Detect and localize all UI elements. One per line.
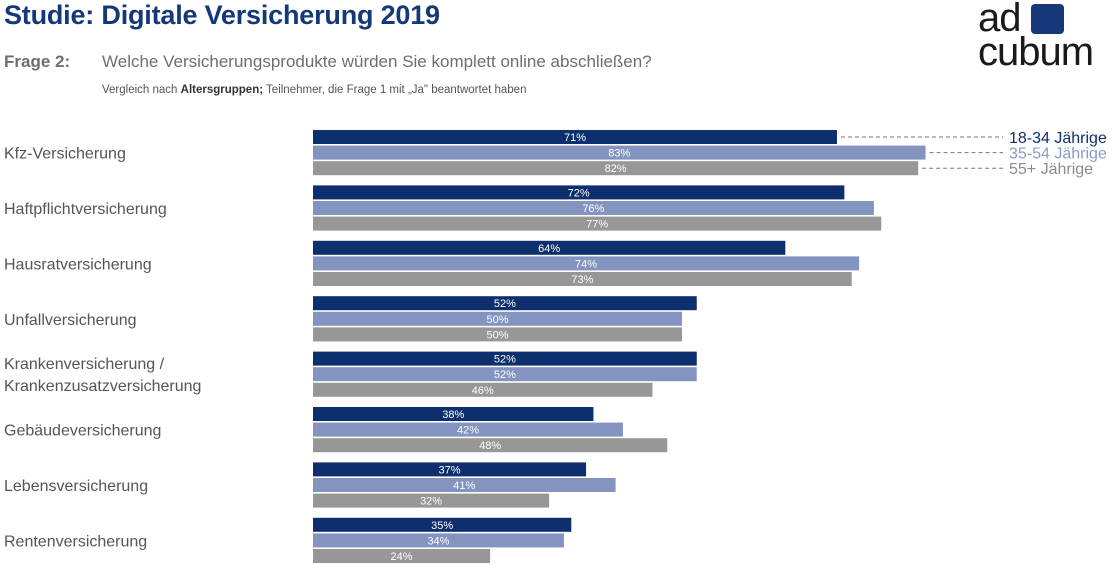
- category-label: Gebäudeversicherung: [4, 423, 161, 440]
- bar-value-label: 71%: [564, 132, 586, 144]
- bar-value-label: 52%: [494, 354, 516, 366]
- bar-value-label: 24%: [391, 551, 413, 563]
- logo-text-line1: ad: [978, 0, 1021, 40]
- bar: [313, 407, 594, 421]
- legend-item: 18-34 Jährige: [1009, 130, 1107, 147]
- bar-value-label: 46%: [472, 385, 494, 397]
- bar-value-label: 41%: [453, 480, 475, 492]
- logo-text-line2: cubum: [978, 30, 1094, 74]
- bar: [313, 216, 882, 231]
- bar: [313, 382, 653, 397]
- bar-value-label: 76%: [582, 203, 604, 215]
- bar-value-label: 34%: [427, 535, 449, 547]
- bar: [313, 145, 926, 160]
- bar-value-label: 74%: [575, 258, 597, 270]
- bar-value-label: 82%: [605, 163, 627, 175]
- legend-item: 55+ Jährige: [1009, 161, 1093, 178]
- bar-value-label: 37%: [439, 464, 461, 476]
- category-label: Haftpflichtversicherung: [4, 201, 167, 218]
- bar-value-label: 64%: [538, 243, 560, 255]
- bar-value-label: 73%: [571, 274, 593, 286]
- category-label: Krankenzusatzversicherung: [4, 378, 201, 395]
- subtitle-rest: Teilnehmer, die Frage 1 mit „Ja" beantwo…: [263, 84, 527, 96]
- subtitle-bold: Altersgruppen;: [180, 84, 264, 96]
- category-label: Unfallversicherung: [4, 312, 137, 329]
- category-label: Hausratversicherung: [4, 256, 152, 273]
- bar: [313, 161, 919, 176]
- bar: [313, 478, 616, 492]
- bar-value-label: 52%: [494, 369, 516, 381]
- logo-mark: [1031, 4, 1064, 34]
- chart-subtitle: Vergleich nach Altersgruppen; Teilnehmer…: [102, 84, 526, 96]
- bar: [313, 422, 623, 437]
- bar: [313, 462, 587, 477]
- bar: [313, 327, 682, 342]
- category-label: Kfz-Versicherung: [4, 146, 126, 163]
- bar: [313, 272, 852, 286]
- bar: [313, 296, 697, 311]
- bar-value-label: 35%: [431, 520, 453, 532]
- bar: [313, 517, 572, 532]
- bar-value-label: 52%: [494, 298, 516, 310]
- bar-value-label: 77%: [586, 219, 608, 231]
- company-logo: ad cubum: [978, 0, 1106, 76]
- bar: [313, 493, 550, 508]
- bar: [313, 438, 668, 453]
- bar: [313, 130, 837, 144]
- bar-value-label: 48%: [479, 440, 501, 452]
- category-label: Rentenversicherung: [4, 533, 147, 550]
- bar: [313, 549, 491, 563]
- legend-item: 35-54 Jährige: [1009, 146, 1107, 163]
- bar: [313, 185, 845, 200]
- bar: [313, 311, 682, 326]
- bar-value-label: 83%: [608, 148, 630, 160]
- bar-value-label: 50%: [486, 314, 508, 326]
- page-title: Studie: Digitale Versicherung 2019: [4, 0, 440, 30]
- bar: [313, 533, 564, 548]
- bar: [313, 367, 697, 382]
- category-label: Krankenversicherung /: [4, 356, 165, 373]
- bar: [313, 240, 786, 255]
- bar-value-label: 38%: [442, 409, 464, 421]
- bar-value-label: 32%: [420, 496, 442, 508]
- bar-value-label: 50%: [486, 329, 508, 341]
- bar: [313, 201, 874, 215]
- subtitle-prefix: Vergleich nach: [102, 84, 181, 96]
- bar-value-label: 72%: [568, 187, 590, 199]
- question-label: Frage 2:: [4, 52, 71, 71]
- bar: [313, 351, 697, 366]
- bar-value-label: 42%: [457, 425, 479, 437]
- question-text: Welche Versicherungsprodukte würden Sie …: [102, 52, 652, 71]
- category-label: Lebensversicherung: [4, 478, 148, 495]
- bar: [313, 256, 860, 271]
